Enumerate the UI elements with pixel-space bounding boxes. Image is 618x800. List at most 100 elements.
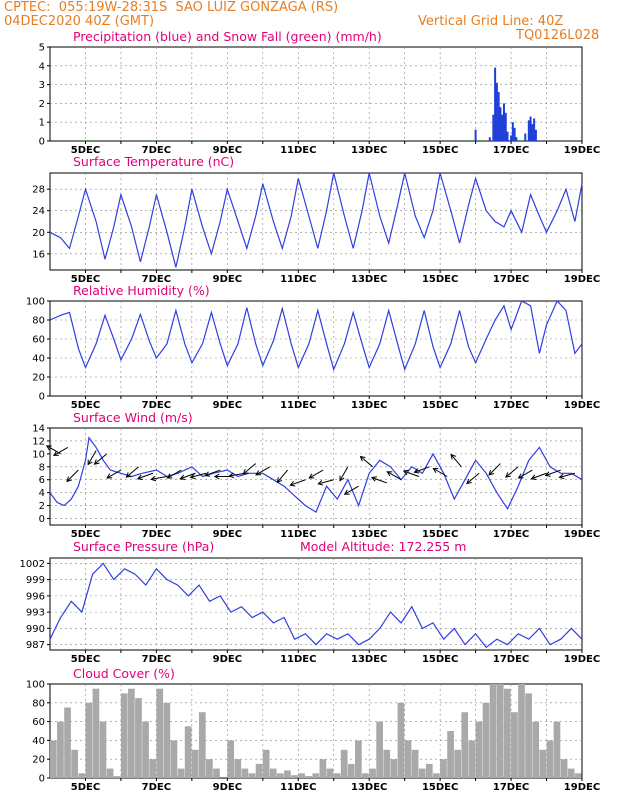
x-tick-label: 11DEC [280,782,316,793]
panel-frame [49,427,583,526]
wind-arrow-head [466,478,472,485]
cloud-cover-bar [553,721,561,778]
wind-arrow [53,446,68,456]
cloud-cover-bar [227,740,235,778]
cloud-cover-bar [418,768,426,778]
wind-arrow-head [359,455,366,462]
y-tick-label: 60 [32,717,45,728]
cloud-cover-bar [50,740,57,778]
precip-bar [497,92,500,141]
x-tick-label: 11DEC [280,145,316,156]
y-tick-label: 0 [39,392,45,403]
x-tick-label: 11DEC [280,274,316,285]
y-tick-label: 5 [39,43,45,54]
cloud-cover-bar [376,721,383,778]
precip-bar [494,67,497,141]
wind-arrow [66,469,79,482]
wind-arrow-head [505,472,511,478]
cloud-cover-bar [213,768,220,778]
x-tick-label: 15DEC [422,400,458,411]
cloud-cover-bar [475,721,483,778]
x-tick-label: 15DEC [422,782,458,793]
wind-arrow-head [370,476,377,482]
x-tick-label: 5DEC [71,145,100,156]
cloud-cover-bar [326,768,334,778]
y-tick-label: 0 [39,137,45,148]
wind-arrow [308,469,324,479]
wind-arrow-head [289,481,296,487]
x-tick-label: 9DEC [213,654,242,665]
cloud-cover-bar [234,759,242,778]
x-tick-label: 13DEC [351,145,387,156]
precip-bar [474,129,477,141]
wind-arrow [360,456,374,468]
cloud-cover-bar [362,773,369,778]
wind-arrow [106,469,122,479]
wind-arrow-head [308,473,315,479]
cloud-cover-bar [241,768,249,778]
precip-bar [510,135,513,141]
y-tick-label: 80 [32,698,45,709]
cloud-cover-bar [319,759,327,778]
wind-arrow-head [432,467,439,474]
wind-arrow-head [93,459,100,465]
y-tick-label: 4 [39,488,45,499]
x-tick-label: 19DEC [564,654,600,665]
y-tick-label: 8 [39,462,45,473]
wind-arrow [255,466,271,476]
precip-bar [481,140,484,142]
precip-bar [511,122,514,141]
wind-arrow [243,463,257,475]
y-tick-label: 100 [26,297,45,308]
wind-arrow-head [317,480,324,486]
cloud-cover-bar [149,759,156,778]
cloud-cover-bar [113,776,121,778]
wind-arrow-head [517,473,524,479]
cloud-cover-bar [454,749,462,778]
wind-arrow-head [558,473,565,480]
wind-arrow [518,469,533,479]
x-tick-label: 19DEC [564,274,600,285]
wind-arrow-head [386,471,393,477]
panel-2: 0 20 40 60 80 100 5DEC 7DEC 9DEC 11DEC 13DEC 15DEC 1… [26,283,600,411]
y-tick-label: 990 [26,624,45,635]
wind-arrow [339,466,349,481]
panel-annotation: Model Altitude: 172.255 m [300,539,466,554]
cloud-cover-bar [142,721,149,778]
x-tick-label: 9DEC [213,400,242,411]
x-tick-label: 17DEC [493,654,529,665]
y-tick-label: 10 [32,449,45,460]
wind-arrow-head [52,450,59,456]
wind-arrow-head [413,468,420,474]
precip-bar [197,140,200,142]
cloud-cover-bar [447,731,454,778]
panel-title: Cloud Cover (%) [73,666,175,681]
wind-arrow [151,476,168,480]
y-tick-label: 14 [32,424,45,435]
cloud-cover-bar [518,684,525,778]
panel-title: Precipitation (blue) and Snow Fall (gree… [73,29,382,44]
wind-arrow-head [213,473,220,480]
y-tick-label: 16 [32,249,45,260]
x-tick-label: 7DEC [142,145,171,156]
cloud-cover-bar [198,712,206,778]
wind-arrow [559,472,576,478]
x-tick-label: 11DEC [280,654,316,665]
wind-arrow-head [228,472,235,479]
precip-bar [504,112,507,141]
x-tick-label: 19DEC [564,782,600,793]
cloud-cover-bar [248,773,256,778]
precip-bar [88,140,91,142]
y-tick-label: 0 [39,774,45,785]
cloud-cover-bar [340,749,348,778]
x-tick-label: 11DEC [280,529,316,540]
wind-arrow [545,469,561,476]
cloud-cover-bar [411,749,419,778]
precip-bar [515,137,518,141]
x-tick-label: 17DEC [493,400,529,411]
wind-arrow [180,472,196,480]
cloud-cover-bar [269,768,277,778]
wind-arrow [450,454,462,468]
y-tick-label: 40 [32,354,45,365]
